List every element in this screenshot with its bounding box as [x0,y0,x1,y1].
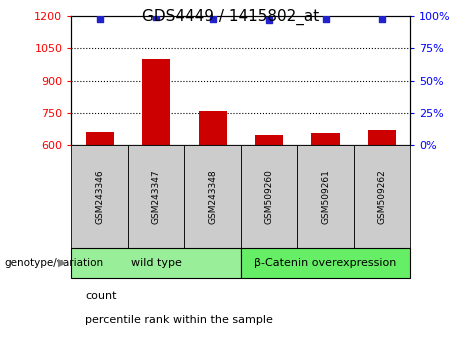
Point [209,16,216,21]
Point [266,17,273,23]
Text: GSM243347: GSM243347 [152,169,161,224]
Bar [312,133,340,145]
Bar [255,136,283,145]
Bar [86,132,114,145]
Text: GSM509260: GSM509260 [265,169,274,224]
Bar [199,111,227,145]
Text: percentile rank within the sample: percentile rank within the sample [85,315,273,325]
Bar [184,145,241,248]
Point [96,16,103,21]
Text: GSM509262: GSM509262 [378,169,387,224]
Text: count: count [85,291,117,301]
Text: GDS4449 / 1415802_at: GDS4449 / 1415802_at [142,9,319,25]
Bar [241,248,410,278]
Bar [128,145,184,248]
Point [322,16,329,21]
Bar [241,145,297,248]
Bar [354,145,410,248]
Text: GSM509261: GSM509261 [321,169,330,224]
Text: wild type: wild type [131,258,182,268]
Point [153,15,160,20]
Bar [368,130,396,145]
Bar [297,145,354,248]
Text: ▶: ▶ [59,258,67,268]
Text: GSM243348: GSM243348 [208,169,217,224]
Text: GSM243346: GSM243346 [95,169,104,224]
Point [378,16,386,21]
Bar [71,248,241,278]
Text: genotype/variation: genotype/variation [5,258,104,268]
Text: β-Catenin overexpression: β-Catenin overexpression [254,258,397,268]
Bar [71,145,128,248]
Bar [142,59,170,145]
